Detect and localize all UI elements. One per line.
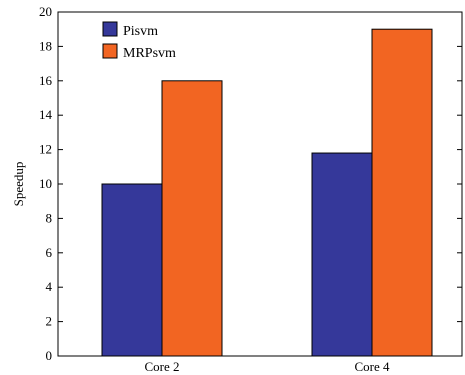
bars-group (101, 28, 433, 357)
y-tick-label: 20 (39, 4, 52, 19)
y-axis-ticks: 0 2 4 6 8 10 12 14 16 18 20 (39, 4, 462, 363)
y-tick-label: 4 (46, 279, 53, 294)
bar-mrpsvm-core-2 (161, 80, 223, 357)
y-axis-title: Speedup (11, 162, 26, 207)
y-tick-label: 16 (39, 73, 53, 88)
x-axis-category-labels: Core 2 Core 4 (144, 351, 390, 374)
plot-area: 0 2 4 6 8 10 12 14 16 18 20 Core 2 Core 4 (39, 4, 463, 374)
y-tick-label: 10 (39, 176, 52, 191)
x-category-label: Core 4 (354, 359, 390, 374)
bar-pisvm-core-4 (311, 152, 373, 357)
legend-swatch-pisvm (102, 21, 118, 37)
y-tick-label: 6 (46, 245, 53, 260)
legend-swatch-mrpsvm (102, 43, 118, 59)
legend-label-pisvm: Pisvm (123, 24, 158, 39)
legend: Pisvm MRPsvm (102, 21, 176, 61)
y-tick-label: 8 (46, 210, 53, 225)
y-tick-label: 2 (46, 314, 53, 329)
y-tick-label: 0 (46, 348, 53, 363)
x-category-label: Core 2 (144, 359, 179, 374)
y-tick-label: 18 (39, 38, 52, 53)
y-tick-label: 12 (39, 142, 52, 157)
legend-label-mrpsvm: MRPsvm (123, 46, 176, 61)
bar-mrpsvm-core-4 (371, 28, 433, 357)
bar-pisvm-core-2 (101, 183, 163, 357)
y-tick-label: 14 (39, 107, 53, 122)
